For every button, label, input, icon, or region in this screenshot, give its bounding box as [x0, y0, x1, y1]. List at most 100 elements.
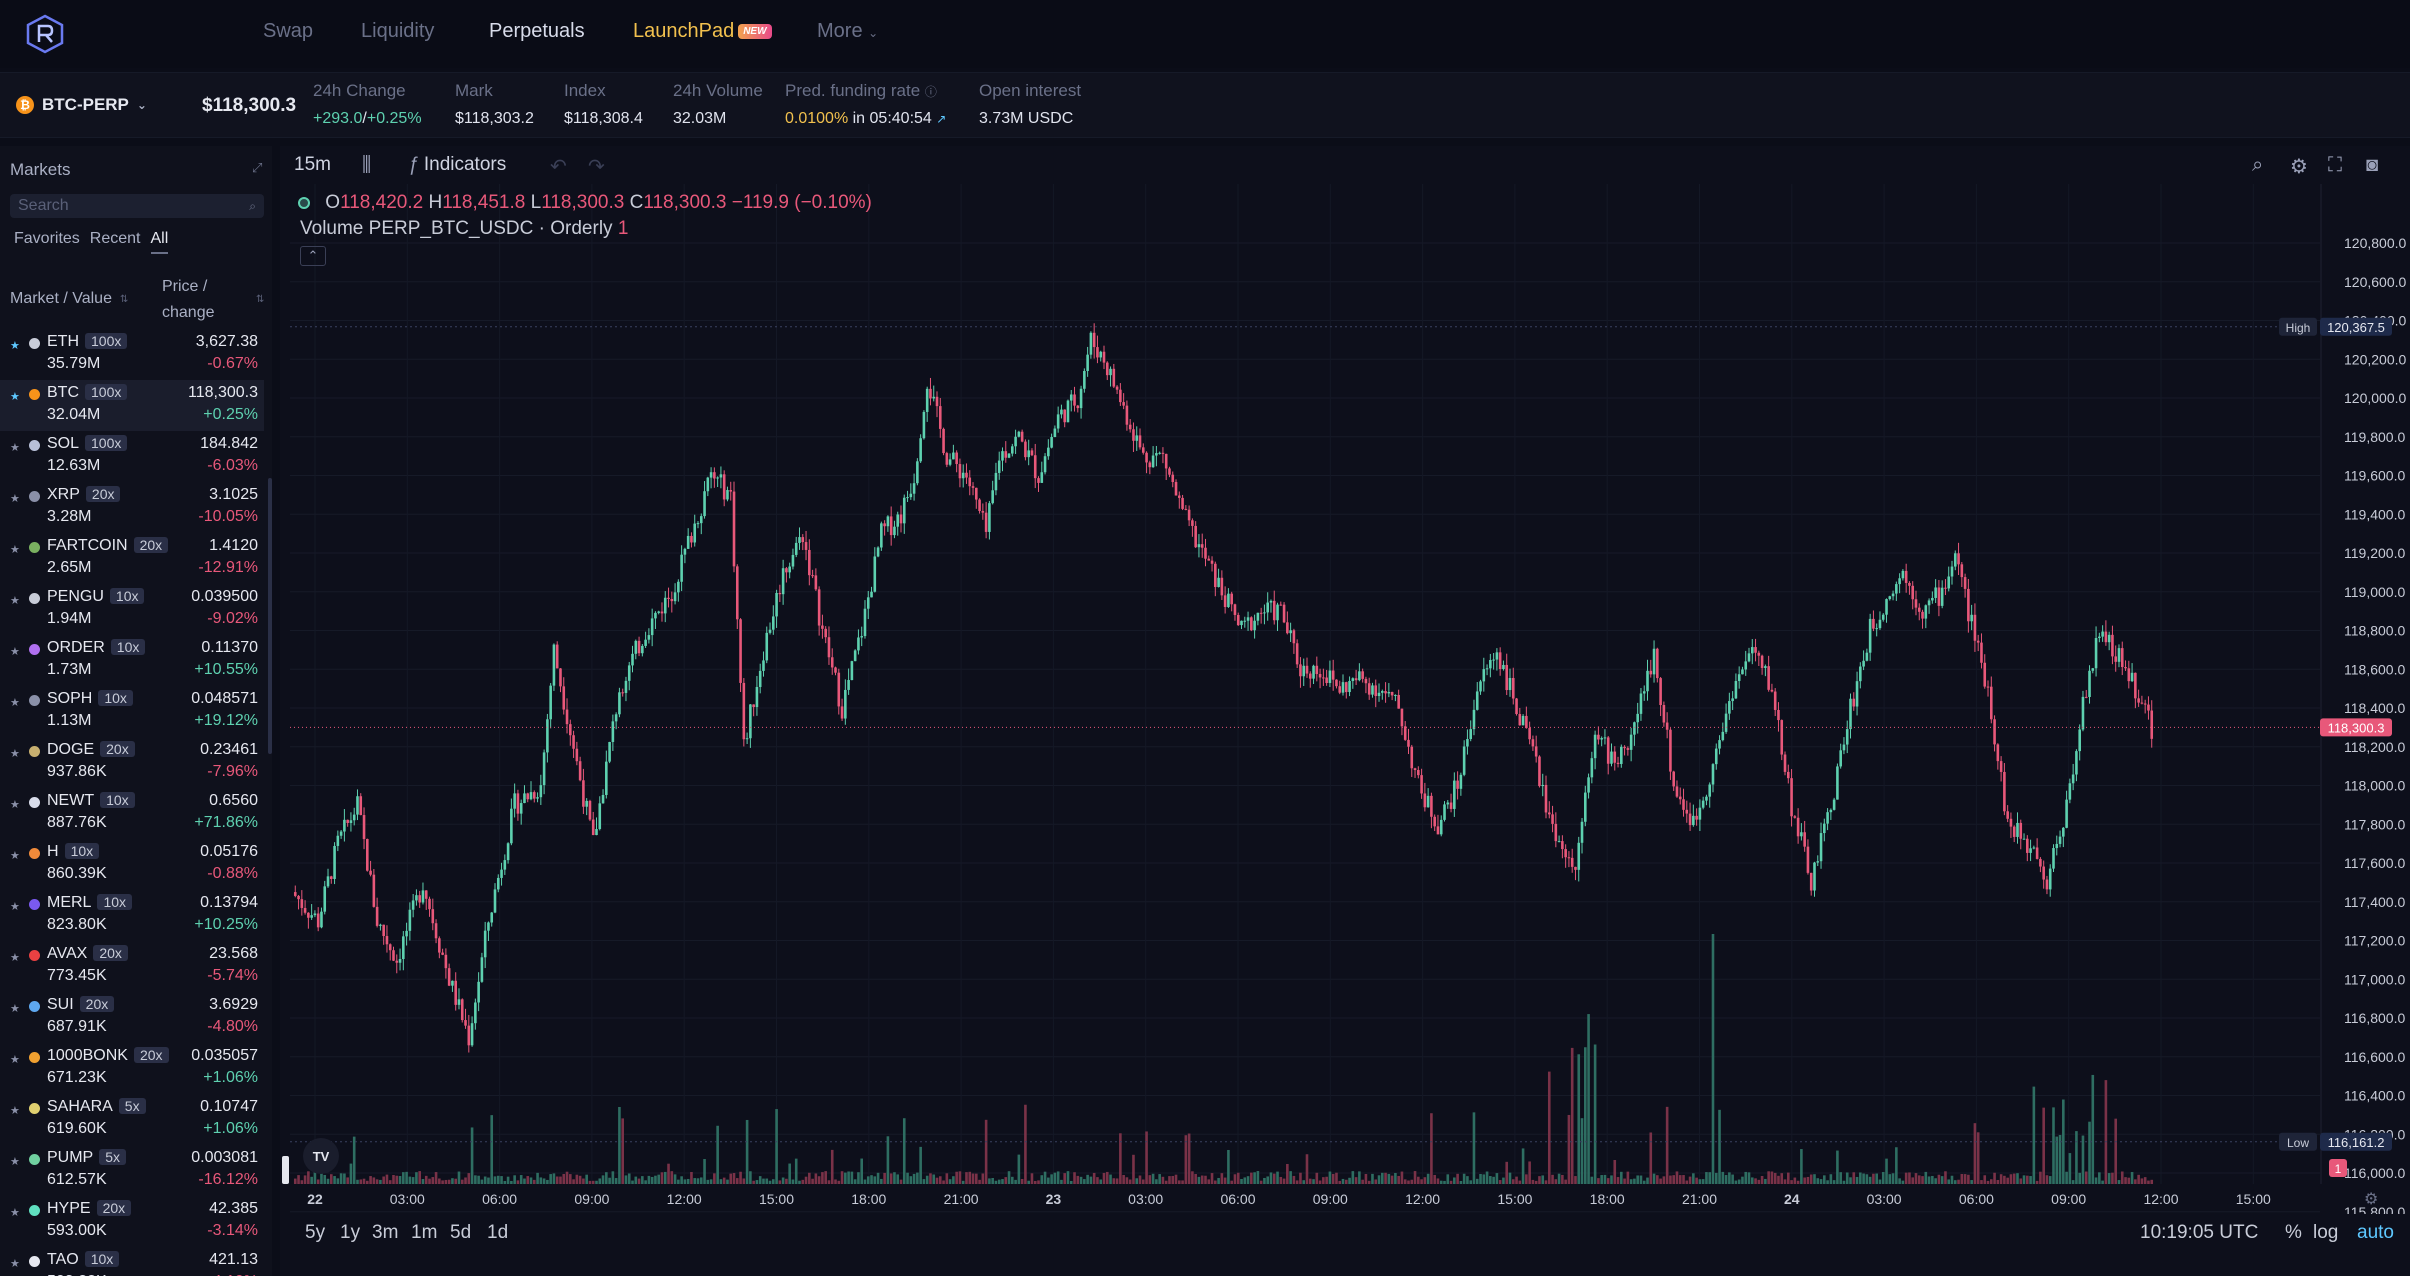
- star-icon[interactable]: ★: [10, 1156, 20, 1168]
- market-row-order[interactable]: ★ ORDER 10x 1.73M 0.11370 +10.55%: [0, 635, 264, 686]
- tab-favorites[interactable]: Favorites: [14, 230, 80, 247]
- market-row-eth[interactable]: ★ ETH 100x 35.79M 3,627.38 -0.67%: [0, 329, 264, 380]
- star-icon[interactable]: ★: [10, 493, 20, 505]
- auto-toggle[interactable]: auto: [2357, 1222, 2394, 1243]
- indicators-button[interactable]: ƒ Indicators: [408, 154, 506, 176]
- volume-bar: [1590, 1176, 1594, 1184]
- market-row-sui[interactable]: ★ SUI 20x 687.91K 3.6929 -4.80%: [0, 992, 264, 1043]
- sort-icon[interactable]: ⇅: [120, 294, 129, 305]
- zoom-search-icon[interactable]: ⌕: [2252, 154, 2264, 176]
- star-icon[interactable]: ★: [10, 391, 20, 403]
- percent-toggle[interactable]: %: [2285, 1222, 2302, 1243]
- axis-settings-icon[interactable]: ⚙: [2364, 1191, 2378, 1208]
- raydium-logo-icon[interactable]: [24, 14, 66, 54]
- undo-icon[interactable]: ↶: [550, 156, 567, 178]
- log-toggle[interactable]: log: [2313, 1222, 2339, 1243]
- candle-body: [1898, 578, 1901, 585]
- market-row-hype[interactable]: ★ HYPE 20x 593.00K 42.385 -3.14%: [0, 1196, 264, 1247]
- market-row-sol[interactable]: ★ SOL 100x 12.63M 184.842 -6.03%: [0, 431, 264, 482]
- star-icon[interactable]: ★: [10, 1105, 20, 1117]
- external-link-icon[interactable]: ↗: [936, 112, 947, 126]
- market-row-btc[interactable]: ★ BTC 100x 32.04M 118,300.3 +0.25%: [0, 380, 264, 431]
- candle-body: [1335, 679, 1338, 687]
- star-icon[interactable]: ★: [10, 1003, 20, 1015]
- nav-liquidity[interactable]: Liquidity: [361, 20, 435, 42]
- star-icon[interactable]: ★: [10, 799, 20, 811]
- candles-type-icon[interactable]: ⫼: [362, 154, 372, 176]
- market-symbol: ORDER: [47, 639, 105, 656]
- range-5y[interactable]: 5y: [305, 1222, 326, 1243]
- market-row-1000bonk[interactable]: ★ 1000BONK 20x 671.23K 0.035057 +1.06%: [0, 1043, 264, 1094]
- volume-bar: [1079, 1176, 1083, 1184]
- range-3m[interactable]: 3m: [372, 1222, 399, 1243]
- star-icon[interactable]: ★: [10, 1207, 20, 1219]
- market-row-xrp[interactable]: ★ XRP 20x 3.28M 3.1025 -10.05%: [0, 482, 264, 533]
- search-input[interactable]: Search ⌕: [10, 194, 264, 218]
- nav-launchpad[interactable]: LaunchPad NEW: [633, 20, 772, 43]
- utc-clock[interactable]: 10:19:05 UTC: [2140, 1222, 2259, 1243]
- volume-bar: [1872, 1173, 1875, 1184]
- new-badge: NEW: [738, 24, 772, 40]
- legend-collapse-button[interactable]: ⌃: [300, 246, 326, 266]
- volume-bar: [2130, 1172, 2134, 1184]
- star-icon[interactable]: ★: [10, 442, 20, 454]
- range-1d[interactable]: 1d: [487, 1222, 509, 1243]
- tradingview-logo-icon[interactable]: [303, 1138, 339, 1174]
- redo-icon[interactable]: ↷: [588, 156, 605, 178]
- star-icon[interactable]: ★: [10, 901, 20, 913]
- star-icon[interactable]: ★: [10, 1054, 20, 1066]
- camera-icon[interactable]: ◙: [2366, 154, 2379, 176]
- volume-bar: [1105, 1171, 1109, 1184]
- price-chart[interactable]: 120,800.0120,600.0120,400.0120,200.0120,…: [280, 184, 2410, 1214]
- col-market-value[interactable]: Market / Value: [10, 290, 112, 307]
- col-price-change[interactable]: Price / change: [162, 274, 215, 326]
- range-1y[interactable]: 1y: [340, 1222, 361, 1243]
- volume-bar: [1580, 1118, 1584, 1184]
- star-icon[interactable]: ★: [10, 1258, 20, 1270]
- nav-more[interactable]: More ⌄: [817, 20, 878, 43]
- scroll-handle[interactable]: [282, 1156, 289, 1184]
- volume-bar: [1970, 1180, 1973, 1184]
- star-icon[interactable]: ★: [10, 697, 20, 709]
- market-row-fartcoin[interactable]: ★ FARTCOIN 20x 2.65M 1.4120 -12.91%: [0, 533, 264, 584]
- star-icon[interactable]: ★: [10, 748, 20, 760]
- star-icon[interactable]: ★: [10, 850, 20, 862]
- market-row-merl[interactable]: ★ MERL 10x 823.80K 0.13794 +10.25%: [0, 890, 264, 941]
- symbol-selector[interactable]: ₿ BTC-PERP ⌄: [16, 95, 147, 115]
- sort-icon[interactable]: ⇅: [256, 294, 265, 305]
- market-row-h[interactable]: ★ H 10x 860.39K 0.05176 -0.88%: [0, 839, 264, 890]
- star-icon[interactable]: ★: [10, 340, 20, 352]
- candle-body: [526, 793, 530, 800]
- nav-perpetuals[interactable]: Perpetuals: [489, 20, 585, 42]
- star-icon[interactable]: ★: [10, 595, 20, 607]
- market-row-tao[interactable]: ★ TAO 10x 503.22K 421.13 -4.10%: [0, 1247, 264, 1276]
- star-icon[interactable]: ★: [10, 646, 20, 658]
- market-row-pengu[interactable]: ★ PENGU 10x 1.94M 0.039500 -9.02%: [0, 584, 264, 635]
- candle-body: [2124, 666, 2127, 669]
- candle-body: [1973, 614, 1977, 641]
- funding-countdown: in 05:40:54: [852, 110, 932, 127]
- market-row-newt[interactable]: ★ NEWT 10x 887.76K 0.6560 +71.86%: [0, 788, 264, 839]
- star-icon[interactable]: ★: [10, 952, 20, 964]
- market-row-soph[interactable]: ★ SOPH 10x 1.13M 0.048571 +19.12%: [0, 686, 264, 737]
- nav-swap[interactable]: Swap: [263, 20, 314, 42]
- interval-selector[interactable]: 15m: [294, 154, 331, 175]
- range-5d[interactable]: 5d: [450, 1222, 472, 1243]
- market-row-pump[interactable]: ★ PUMP 5x 612.57K 0.003081 -16.12%: [0, 1145, 264, 1196]
- settings-gear-icon[interactable]: ⚙: [2290, 156, 2308, 178]
- star-icon[interactable]: ★: [10, 544, 20, 556]
- candle-body: [1312, 665, 1315, 679]
- volume-bar: [899, 1179, 903, 1184]
- tab-recent[interactable]: Recent: [89, 230, 141, 247]
- market-row-avax[interactable]: ★ AVAX 20x 773.45K 23.568 -5.74%: [0, 941, 264, 992]
- range-1m[interactable]: 1m: [411, 1222, 438, 1243]
- market-row-sahara[interactable]: ★ SAHARA 5x 619.60K 0.10747 +1.06%: [0, 1094, 264, 1145]
- collapse-icon[interactable]: ⤢: [252, 160, 263, 175]
- volume-bar: [1557, 1173, 1561, 1184]
- info-icon[interactable]: ⓘ: [924, 85, 937, 99]
- tab-all[interactable]: All: [150, 230, 169, 254]
- sidebar-scrollbar[interactable]: [268, 478, 272, 754]
- candle-body: [916, 461, 919, 484]
- fullscreen-icon[interactable]: ⛶: [2328, 154, 2342, 176]
- market-row-doge[interactable]: ★ DOGE 20x 937.86K 0.23461 -7.96%: [0, 737, 264, 788]
